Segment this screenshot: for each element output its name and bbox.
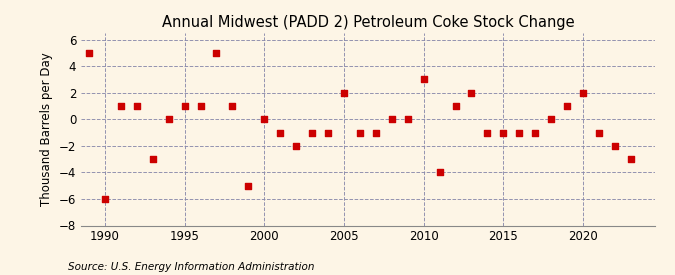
Point	[115, 104, 126, 108]
Point	[610, 144, 620, 148]
Point	[243, 183, 254, 188]
Point	[227, 104, 238, 108]
Point	[434, 170, 445, 175]
Point	[163, 117, 174, 122]
Point	[323, 130, 333, 135]
Point	[259, 117, 270, 122]
Point	[371, 130, 381, 135]
Point	[402, 117, 413, 122]
Point	[514, 130, 524, 135]
Point	[562, 104, 572, 108]
Title: Annual Midwest (PADD 2) Petroleum Coke Stock Change: Annual Midwest (PADD 2) Petroleum Coke S…	[161, 15, 574, 31]
Point	[339, 90, 350, 95]
Point	[147, 157, 158, 161]
Point	[195, 104, 206, 108]
Point	[530, 130, 541, 135]
Point	[593, 130, 604, 135]
Point	[386, 117, 397, 122]
Point	[275, 130, 286, 135]
Point	[498, 130, 509, 135]
Point	[626, 157, 637, 161]
Point	[132, 104, 142, 108]
Point	[578, 90, 589, 95]
Point	[418, 77, 429, 82]
Point	[450, 104, 461, 108]
Point	[466, 90, 477, 95]
Point	[546, 117, 557, 122]
Text: Source: U.S. Energy Information Administration: Source: U.S. Energy Information Administ…	[68, 262, 314, 272]
Point	[84, 51, 95, 55]
Point	[211, 51, 222, 55]
Y-axis label: Thousand Barrels per Day: Thousand Barrels per Day	[40, 52, 53, 206]
Point	[306, 130, 317, 135]
Point	[354, 130, 365, 135]
Point	[482, 130, 493, 135]
Point	[291, 144, 302, 148]
Point	[179, 104, 190, 108]
Point	[99, 197, 110, 201]
